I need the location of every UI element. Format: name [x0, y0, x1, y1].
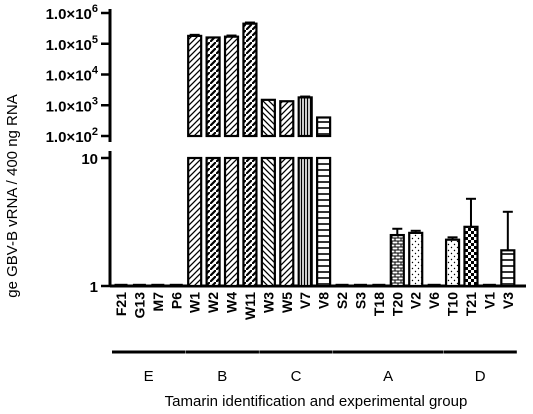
- bar-V3: [500, 210, 516, 288]
- bar-W3: [260, 98, 276, 288]
- x-tick-label: M7: [150, 292, 166, 312]
- group-label: A: [383, 368, 393, 385]
- x-tick-label: W11: [242, 292, 258, 320]
- x-category-labels: F21 G13 M7 P6 W1 W2 W4 W11 W3 W5 V7 V8 S2 S3 T18 T20 V2 V…: [113, 292, 516, 320]
- x-tick-label: W1: [187, 292, 203, 313]
- bar-T21: [463, 197, 479, 288]
- x-tick-label: W2: [205, 292, 221, 313]
- bar-W5: [279, 100, 295, 288]
- group-label: D: [475, 368, 486, 385]
- x-tick-label: S3: [352, 292, 368, 309]
- bar-V8: [316, 116, 332, 288]
- x-tick-label: V1: [481, 292, 497, 309]
- x-tick-label: W3: [260, 292, 276, 313]
- x-tick-label: V8: [316, 292, 332, 309]
- x-tick-label: T20: [389, 292, 405, 316]
- y-tick-label: 10: [81, 151, 98, 168]
- y-tick-label: 1.0×102: [46, 126, 98, 146]
- y-axis-label: ge GBV-B vRNA / 400 ng RNA: [4, 94, 21, 297]
- bar-W2: [205, 36, 221, 288]
- x-tick-label: F21: [113, 292, 129, 316]
- y-tick-label: 1: [90, 279, 98, 296]
- y-tick-label: 1.0×104: [46, 65, 99, 85]
- bar-V7: [297, 95, 313, 288]
- y-tick-label: 1.0×106: [46, 3, 98, 23]
- bar-W4: [223, 34, 240, 288]
- group-label: B: [217, 368, 227, 385]
- x-tick-label: S2: [334, 292, 350, 309]
- bar-W11: [242, 21, 258, 288]
- x-tick-label: T10: [445, 292, 461, 316]
- y-tick-label: 1.0×105: [46, 34, 98, 54]
- bar-W1: [187, 33, 203, 288]
- bar-T10: [444, 236, 461, 288]
- y-tick-label: 1.0×103: [46, 95, 98, 115]
- x-tick-label: V3: [500, 292, 516, 309]
- group-label: C: [291, 368, 302, 385]
- bar-T20: [389, 227, 405, 288]
- group-label: E: [144, 368, 154, 385]
- x-tick-label: P6: [168, 292, 184, 309]
- x-tick-label: W4: [224, 292, 240, 313]
- bar-V2: [408, 229, 424, 288]
- x-tick-label: V2: [408, 292, 424, 309]
- x-tick-label: G13: [131, 292, 147, 319]
- x-axis-label: Tamarin identification and experimental …: [165, 393, 468, 410]
- x-tick-label: W5: [279, 292, 295, 313]
- bars: [114, 21, 516, 288]
- y-ticks: 1.0×106 1.0×105 1.0×104 1.0×103 1.0×102 10 1: [46, 3, 110, 296]
- x-tick-label: V6: [426, 292, 442, 309]
- x-tick-label: T18: [371, 292, 387, 316]
- x-tick-label: V7: [297, 292, 313, 309]
- x-tick-label: T21: [463, 292, 479, 316]
